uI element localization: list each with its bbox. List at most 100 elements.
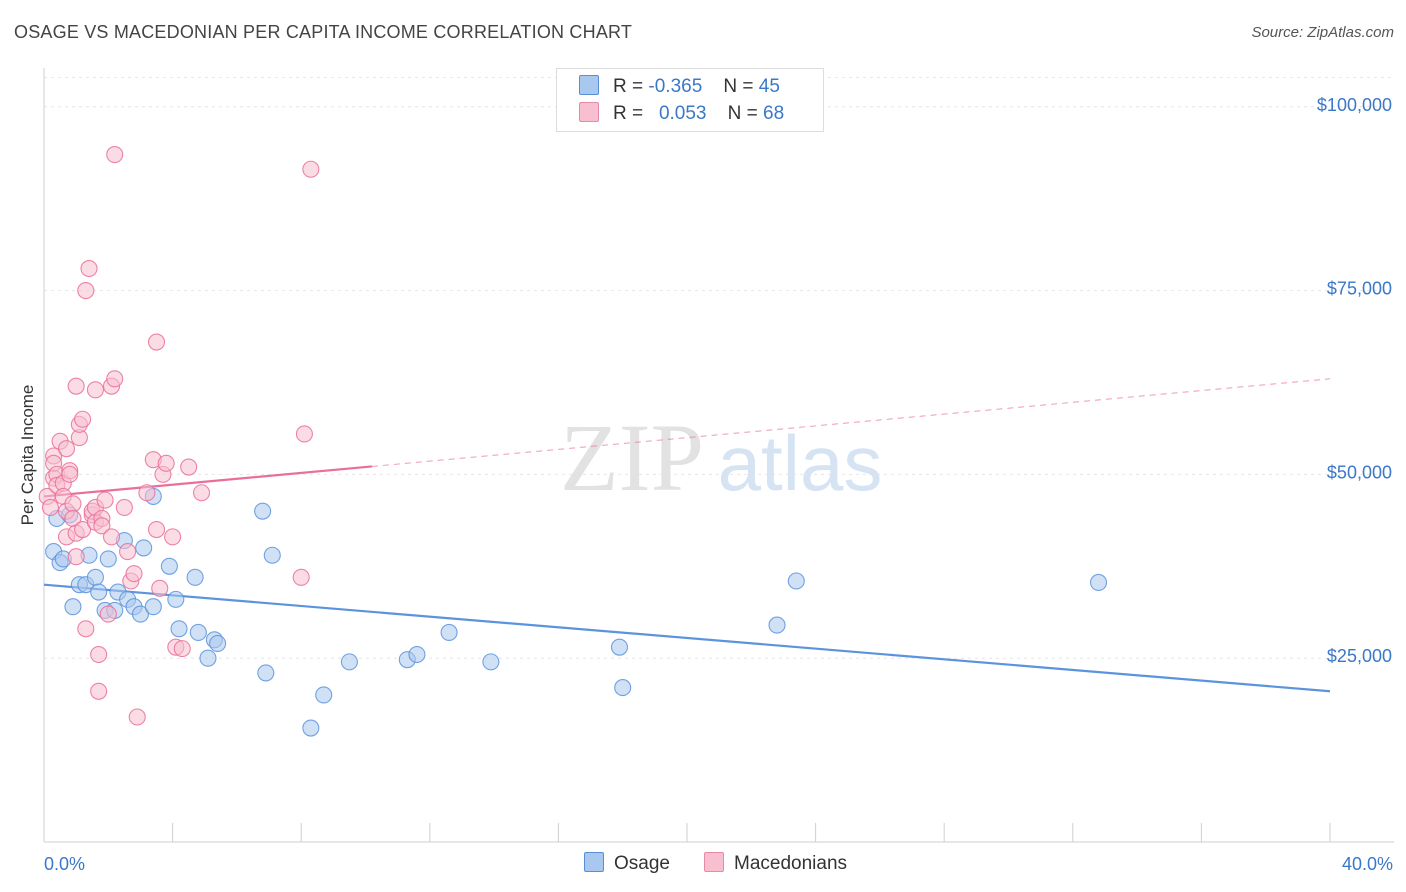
y-tick-label: $100,000 xyxy=(1317,95,1392,115)
point-macedonians xyxy=(147,333,166,351)
r-value-osage: -0.365 xyxy=(648,76,703,97)
watermark-atlas: atlas xyxy=(718,419,883,507)
point-osage xyxy=(263,546,281,564)
n-value-osage: 45 xyxy=(758,76,780,97)
point-macedonians xyxy=(96,491,114,509)
point-macedonians xyxy=(119,543,137,561)
point-osage xyxy=(440,623,458,642)
point-macedonians xyxy=(192,484,211,502)
r-label: R = xyxy=(613,76,644,97)
osage-swatch xyxy=(579,75,599,95)
n-value-macedonians: 68 xyxy=(763,103,785,124)
point-macedonians xyxy=(157,454,175,472)
x-tick-label-min: 0.0% xyxy=(44,854,85,874)
watermark-zip: ZIP xyxy=(560,404,704,511)
trend-line-osage xyxy=(43,583,1331,693)
point-macedonians xyxy=(151,579,169,597)
y-tick-labels: $25,000 $50,000 $75,000 $100,000 xyxy=(1317,95,1392,666)
point-macedonians xyxy=(302,160,320,178)
watermark: ZIP atlas xyxy=(560,404,882,511)
point-macedonians xyxy=(67,377,85,395)
point-osage xyxy=(1089,573,1108,592)
point-macedonians xyxy=(74,520,92,539)
point-osage xyxy=(144,598,162,616)
point-osage xyxy=(610,638,629,656)
point-osage xyxy=(787,572,805,590)
x-tick-labels: 0.0% 40.0% xyxy=(44,854,1393,874)
trend-line-macedonians xyxy=(43,465,373,498)
point-osage xyxy=(614,679,632,697)
point-macedonians xyxy=(99,605,117,623)
stats-legend: R = -0.365 N = 45 R = 0.053 N = 68 xyxy=(556,68,824,132)
n-label: N = xyxy=(727,103,758,124)
point-osage xyxy=(135,539,153,557)
point-osage xyxy=(257,664,275,682)
legend-row-macedonians: R = 0.053 N = 68 xyxy=(579,102,784,126)
point-macedonians xyxy=(106,146,124,164)
point-macedonians xyxy=(173,640,191,658)
y-tick-label: $50,000 xyxy=(1327,462,1392,482)
point-macedonians xyxy=(147,520,166,539)
data-points xyxy=(38,146,1108,737)
r-value-macedonians: 0.053 xyxy=(658,103,707,124)
point-macedonians xyxy=(41,498,59,517)
axes xyxy=(43,68,1394,843)
point-macedonians xyxy=(93,517,111,535)
y-tick-label: $25,000 xyxy=(1327,646,1392,666)
point-macedonians xyxy=(57,440,76,458)
point-osage xyxy=(99,550,117,568)
legend-row-osage: R = -0.365 N = 45 xyxy=(579,75,780,99)
osage-legend-swatch xyxy=(584,852,604,872)
trend-lines xyxy=(43,378,1331,693)
legend-label-macedonians: Macedonians xyxy=(734,853,848,874)
point-macedonians xyxy=(295,425,313,443)
legend-item-macedonians[interactable]: Macedonians xyxy=(704,852,847,875)
point-macedonians xyxy=(106,370,124,388)
n-label: N = xyxy=(723,76,754,97)
point-macedonians xyxy=(86,381,104,399)
point-osage xyxy=(189,623,207,642)
legend-label-osage: Osage xyxy=(614,853,670,874)
r-label: R = xyxy=(613,103,644,124)
point-macedonians xyxy=(138,484,156,502)
point-macedonians xyxy=(115,498,133,517)
point-osage xyxy=(340,653,358,671)
legend-item-osage[interactable]: Osage xyxy=(584,852,670,875)
point-osage xyxy=(315,686,333,704)
point-osage xyxy=(254,502,272,520)
point-osage xyxy=(170,620,188,638)
point-macedonians xyxy=(292,568,310,586)
point-macedonians xyxy=(102,528,121,546)
point-macedonians xyxy=(64,495,82,513)
point-macedonians xyxy=(164,528,182,546)
point-osage xyxy=(302,719,320,737)
point-macedonians xyxy=(67,548,85,566)
point-osage xyxy=(131,605,149,623)
point-osage xyxy=(86,568,104,586)
point-macedonians xyxy=(90,645,108,664)
point-osage xyxy=(90,583,108,601)
point-macedonians xyxy=(77,282,95,300)
chart-title: OSAGE VS MACEDONIAN PER CAPITA INCOME CO… xyxy=(14,22,633,42)
point-osage xyxy=(199,649,217,667)
macedonians-swatch xyxy=(579,102,599,122)
source-label: Source: ZipAtlas.com xyxy=(1251,24,1394,41)
point-macedonians xyxy=(90,682,108,700)
point-osage xyxy=(64,598,82,616)
point-osage xyxy=(768,616,786,634)
point-macedonians xyxy=(61,465,79,483)
y-tick-label: $75,000 xyxy=(1327,279,1392,299)
point-osage xyxy=(408,645,426,664)
point-macedonians xyxy=(74,410,92,428)
point-macedonians xyxy=(77,620,95,638)
point-osage xyxy=(167,590,185,608)
point-osage xyxy=(482,653,500,671)
x-tick-label-max: 40.0% xyxy=(1342,854,1393,874)
gridlines xyxy=(44,76,1394,659)
point-osage xyxy=(209,634,227,653)
point-macedonians xyxy=(128,708,146,726)
macedonians-legend-swatch xyxy=(704,852,724,872)
point-macedonians xyxy=(80,259,98,278)
point-macedonians xyxy=(125,565,143,583)
